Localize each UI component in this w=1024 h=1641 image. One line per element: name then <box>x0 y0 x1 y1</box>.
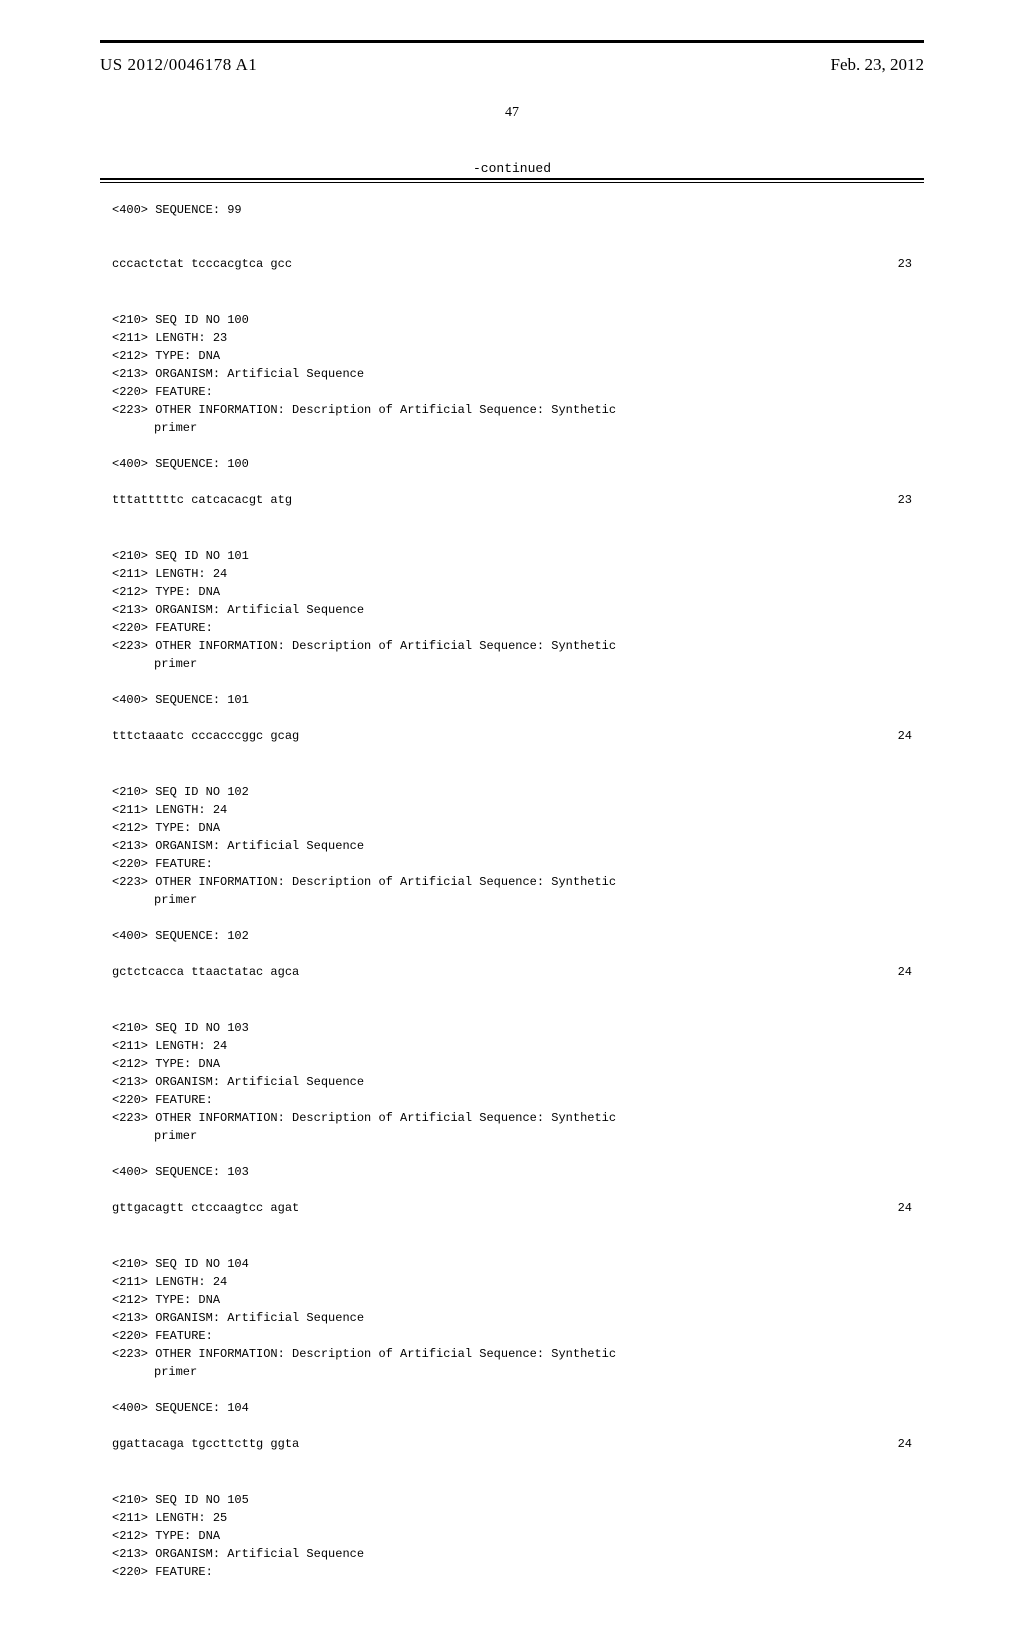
seq-meta-line: <213> ORGANISM: Artificial Sequence <box>112 837 912 855</box>
seq-meta-line: <212> TYPE: DNA <box>112 1291 912 1309</box>
seq-meta-line: <220> FEATURE: <box>112 855 912 873</box>
top-divider <box>100 40 924 43</box>
seq-divider-top <box>100 178 924 180</box>
seq-meta-line: <223> OTHER INFORMATION: Description of … <box>112 873 912 891</box>
seq-meta-line: <223> OTHER INFORMATION: Description of … <box>112 401 912 419</box>
seq-meta-line: <210> SEQ ID NO 105 <box>112 1491 912 1509</box>
sequence-block: <210> SEQ ID NO 104<211> LENGTH: 24<212>… <box>112 1255 912 1453</box>
seq-meta-line: <213> ORGANISM: Artificial Sequence <box>112 1545 912 1563</box>
sequence-row: ggattacaga tgccttcttg ggta24 <box>112 1435 912 1453</box>
seq-label-line: <400> SEQUENCE: 104 <box>112 1399 912 1417</box>
seq-meta-line: <211> LENGTH: 24 <box>112 1273 912 1291</box>
sequence-length: 24 <box>862 1435 912 1453</box>
sequence-length: 24 <box>862 963 912 981</box>
sequence-row: tttatttttc catcacacgt atg23 <box>112 491 912 509</box>
seq-meta-line: <223> OTHER INFORMATION: Description of … <box>112 1109 912 1127</box>
sequence-listing: <400> SEQUENCE: 99 cccactctat tcccacgtca … <box>100 201 924 1581</box>
seq-indent-line: primer <box>112 891 912 909</box>
sequence-length: 24 <box>862 727 912 745</box>
seq-meta-line: <213> ORGANISM: Artificial Sequence <box>112 365 912 383</box>
seq-meta-line: <210> SEQ ID NO 101 <box>112 547 912 565</box>
patent-page: US 2012/0046178 A1 Feb. 23, 2012 47 -con… <box>0 0 1024 1641</box>
continued-label: -continued <box>100 161 924 176</box>
sequence-block: <210> SEQ ID NO 105<211> LENGTH: 25<212>… <box>112 1491 912 1581</box>
sequence-block: <400> SEQUENCE: 99 cccactctat tcccacgtca … <box>112 201 912 273</box>
seq-meta-line: <400> SEQUENCE: 99 <box>112 201 912 219</box>
seq-meta-line: <212> TYPE: DNA <box>112 1055 912 1073</box>
seq-meta-line: <210> SEQ ID NO 104 <box>112 1255 912 1273</box>
seq-meta-line: <223> OTHER INFORMATION: Description of … <box>112 1345 912 1363</box>
seq-meta-line: <210> SEQ ID NO 102 <box>112 783 912 801</box>
seq-meta-line: <212> TYPE: DNA <box>112 347 912 365</box>
sequence-block: <210> SEQ ID NO 101<211> LENGTH: 24<212>… <box>112 547 912 745</box>
seq-meta-line: <212> TYPE: DNA <box>112 583 912 601</box>
seq-indent-line: primer <box>112 419 912 437</box>
sequence-length: 24 <box>862 1199 912 1217</box>
seq-meta-line: <223> OTHER INFORMATION: Description of … <box>112 637 912 655</box>
seq-meta-line: <211> LENGTH: 24 <box>112 565 912 583</box>
seq-meta-line: <220> FEATURE: <box>112 1327 912 1345</box>
page-header: US 2012/0046178 A1 Feb. 23, 2012 <box>100 55 924 75</box>
publication-date: Feb. 23, 2012 <box>831 55 925 75</box>
seq-label-line: <400> SEQUENCE: 100 <box>112 455 912 473</box>
sequence-length: 23 <box>862 491 912 509</box>
seq-meta-line: <210> SEQ ID NO 103 <box>112 1019 912 1037</box>
seq-meta-line: <220> FEATURE: <box>112 619 912 637</box>
sequence-text: cccactctat tcccacgtca gcc <box>112 255 862 273</box>
seq-meta-line: <213> ORGANISM: Artificial Sequence <box>112 1309 912 1327</box>
seq-meta-line: <210> SEQ ID NO 100 <box>112 311 912 329</box>
seq-divider-bottom <box>100 182 924 183</box>
seq-label-line: <400> SEQUENCE: 101 <box>112 691 912 709</box>
sequence-text: ggattacaga tgccttcttg ggta <box>112 1435 862 1453</box>
seq-meta-line: <211> LENGTH: 24 <box>112 801 912 819</box>
seq-indent-line: primer <box>112 1127 912 1145</box>
seq-indent-line: primer <box>112 1363 912 1381</box>
seq-label-line: <400> SEQUENCE: 103 <box>112 1163 912 1181</box>
sequence-row: gttgacagtt ctccaagtcc agat24 <box>112 1199 912 1217</box>
page-number: 47 <box>100 105 924 121</box>
seq-meta-line: <220> FEATURE: <box>112 1563 912 1581</box>
seq-meta-line: <220> FEATURE: <box>112 383 912 401</box>
sequence-text: tttctaaatc cccacccggc gcag <box>112 727 862 745</box>
sequence-text: gctctcacca ttaactatac agca <box>112 963 862 981</box>
seq-meta-line: <213> ORGANISM: Artificial Sequence <box>112 601 912 619</box>
seq-meta-line: <212> TYPE: DNA <box>112 819 912 837</box>
seq-meta-line: <211> LENGTH: 24 <box>112 1037 912 1055</box>
sequence-row: cccactctat tcccacgtca gcc23 <box>112 255 912 273</box>
sequence-text: tttatttttc catcacacgt atg <box>112 491 862 509</box>
sequence-block: <210> SEQ ID NO 100<211> LENGTH: 23<212>… <box>112 311 912 509</box>
seq-indent-line: primer <box>112 655 912 673</box>
seq-label-line: <400> SEQUENCE: 102 <box>112 927 912 945</box>
sequence-text: gttgacagtt ctccaagtcc agat <box>112 1199 862 1217</box>
seq-meta-line: <220> FEATURE: <box>112 1091 912 1109</box>
sequence-block: <210> SEQ ID NO 102<211> LENGTH: 24<212>… <box>112 783 912 981</box>
seq-meta-line: <212> TYPE: DNA <box>112 1527 912 1545</box>
sequence-length: 23 <box>862 255 912 273</box>
seq-meta-line: <211> LENGTH: 25 <box>112 1509 912 1527</box>
sequence-row: gctctcacca ttaactatac agca24 <box>112 963 912 981</box>
sequence-row: tttctaaatc cccacccggc gcag24 <box>112 727 912 745</box>
seq-meta-line: <213> ORGANISM: Artificial Sequence <box>112 1073 912 1091</box>
sequence-block: <210> SEQ ID NO 103<211> LENGTH: 24<212>… <box>112 1019 912 1217</box>
publication-number: US 2012/0046178 A1 <box>100 55 257 75</box>
seq-meta-line: <211> LENGTH: 23 <box>112 329 912 347</box>
